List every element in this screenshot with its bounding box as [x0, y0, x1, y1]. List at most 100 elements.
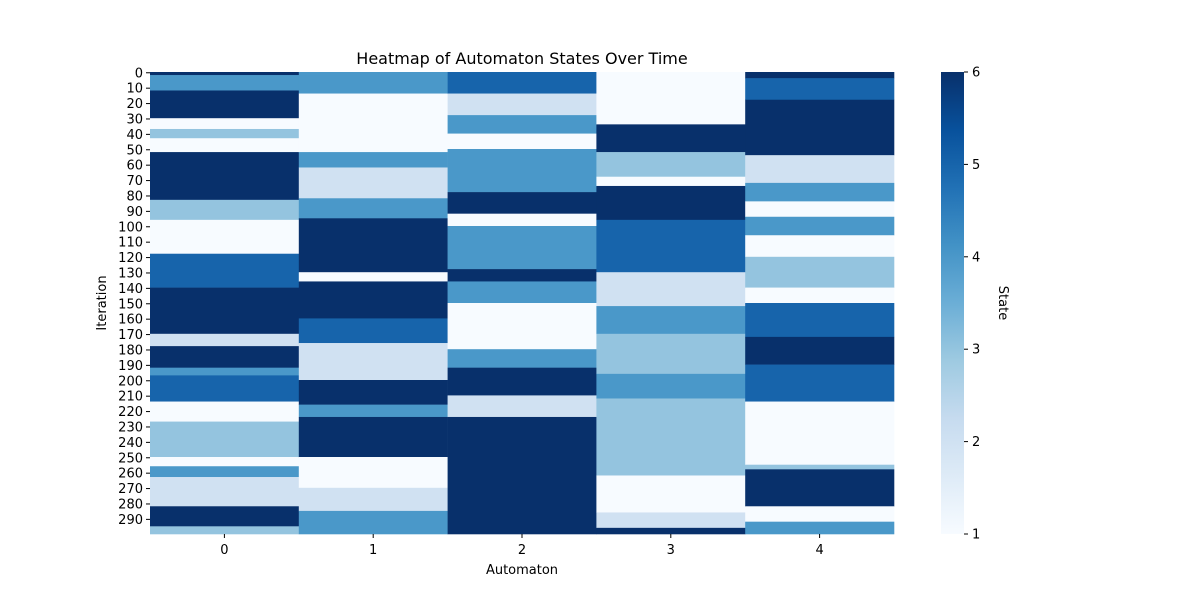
heatmap-cell	[298, 416, 448, 458]
heatmap-cell	[745, 469, 895, 507]
heatmap-cell	[150, 75, 300, 91]
heatmap-cell	[150, 118, 300, 130]
heatmap-cell	[745, 99, 895, 156]
colorbar-tick-label: 4	[972, 250, 980, 265]
heatmap-cell	[447, 226, 597, 270]
y-tick-label: 90	[126, 205, 143, 220]
heatmap-cell	[596, 176, 746, 187]
heatmap-cell	[745, 401, 895, 465]
y-tick-label: 250	[118, 451, 143, 466]
heatmap-cell	[596, 398, 746, 476]
chart-title: Heatmap of Automaton States Over Time	[356, 49, 687, 68]
heatmap-cell	[745, 521, 895, 535]
colorbar-ticks: 1 2 3 4 5 6	[964, 66, 980, 543]
heatmap-cell	[447, 213, 597, 227]
heatmap-cell	[150, 128, 300, 139]
heatmap-cell	[596, 152, 746, 178]
heatmap-cell	[596, 306, 746, 335]
heatmap-cell	[150, 219, 300, 255]
heatmap-cell	[298, 343, 448, 381]
colorbar-tick-label: 1	[972, 528, 980, 543]
heatmap-cell	[298, 281, 448, 319]
heatmap-cell	[447, 367, 597, 396]
heatmap-cell	[447, 72, 597, 94]
y-tick-label: 160	[118, 313, 143, 328]
y-tick-label: 60	[126, 159, 143, 174]
y-tick-label: 230	[118, 420, 143, 435]
x-tick-label: 1	[369, 543, 377, 558]
heatmap-cell	[298, 167, 448, 199]
y-tick-label: 10	[126, 82, 143, 97]
heatmap-cell	[745, 287, 895, 304]
heatmap-cell	[298, 198, 448, 219]
y-tick-label: 240	[118, 436, 143, 451]
heatmap-cell	[447, 133, 597, 150]
y-tick-label: 100	[118, 220, 143, 235]
heatmap-cells	[150, 72, 895, 535]
y-tick-label: 70	[126, 174, 143, 189]
heatmap-cell	[447, 281, 597, 304]
heatmap-cell	[745, 235, 895, 258]
y-tick-label: 0	[135, 66, 143, 81]
y-tick-label: 20	[126, 97, 143, 112]
heatmap-cell	[745, 506, 895, 522]
x-tick-label: 2	[518, 543, 526, 558]
heatmap-cell	[745, 72, 895, 79]
heatmap-cell	[596, 72, 746, 125]
heatmap-cell	[745, 464, 895, 470]
heatmap-cell	[150, 346, 300, 368]
y-tick-label: 170	[118, 328, 143, 343]
y-tick-label: 40	[126, 128, 143, 143]
y-tick-label: 120	[118, 251, 143, 266]
colorbar-tick-label: 2	[972, 435, 980, 450]
heatmap-cell	[745, 364, 895, 402]
heatmap-cell	[447, 115, 597, 134]
x-tick-label: 4	[815, 543, 823, 558]
y-axis-label: Iteration	[95, 275, 110, 330]
heatmap-cell	[298, 380, 448, 405]
heatmap-cell	[150, 421, 300, 458]
y-tick-label: 150	[118, 297, 143, 312]
heatmap-cell	[150, 138, 300, 153]
heatmap-cell	[298, 404, 448, 418]
heatmap-cell	[596, 272, 746, 307]
heatmap-cell	[447, 269, 597, 282]
heatmap-cell	[596, 333, 746, 375]
heatmap-cell	[447, 395, 597, 418]
heatmap-cell	[150, 457, 300, 467]
heatmap-cell	[298, 93, 448, 153]
heatmap-cell	[298, 318, 448, 344]
y-tick-label: 280	[118, 497, 143, 512]
heatmap-cell	[150, 466, 300, 478]
y-tick-label: 50	[126, 143, 143, 158]
y-tick-label: 30	[126, 112, 143, 127]
heatmap-cell	[298, 152, 448, 168]
heatmap-cell	[298, 510, 448, 535]
heatmap-cell	[745, 336, 895, 365]
colorbar	[941, 72, 964, 534]
heatmap-cell	[596, 124, 746, 153]
y-tick-label: 210	[118, 390, 143, 405]
heatmap-cell	[150, 90, 300, 119]
heatmap-cell	[447, 93, 597, 116]
heatmap-cell	[298, 272, 448, 282]
y-tick-label: 180	[118, 343, 143, 358]
heatmap-cell	[150, 477, 300, 507]
heatmap-cell	[447, 192, 597, 214]
heatmap-cell	[745, 78, 895, 101]
heatmap-cell	[150, 506, 300, 527]
colorbar-tick-label: 6	[972, 66, 980, 81]
heatmap-cell	[150, 72, 300, 76]
heatmap-cell	[596, 219, 746, 273]
colorbar-tick-label: 5	[972, 158, 980, 173]
heatmap-cell	[150, 367, 300, 376]
x-tick-label: 0	[220, 543, 228, 558]
heatmap-cell	[298, 72, 448, 94]
heatmap-cell	[596, 185, 746, 221]
x-tick-label: 3	[667, 543, 675, 558]
y-tick-label: 110	[118, 236, 143, 251]
heatmap-cell	[150, 375, 300, 402]
heatmap-cell	[150, 333, 300, 347]
y-axis-ticks: 0102030405060708090100110120130140150160…	[118, 66, 150, 528]
